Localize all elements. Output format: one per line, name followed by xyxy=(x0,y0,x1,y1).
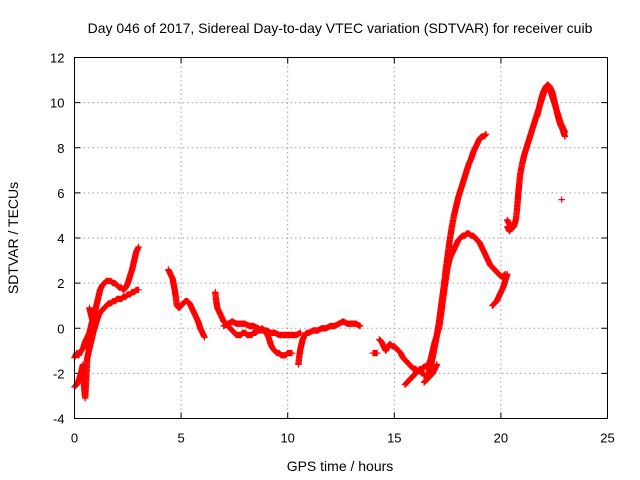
x-axis-label: GPS time / hours xyxy=(287,458,394,474)
y-tick-label: 10 xyxy=(50,96,64,111)
y-tick-label: -2 xyxy=(53,366,65,381)
y-tick-labels: -4 -2 0 2 4 6 8 10 12 xyxy=(50,51,64,427)
plot-frame xyxy=(74,57,608,419)
x-tick-label: 10 xyxy=(280,431,294,446)
x-tick-label: 25 xyxy=(600,431,614,446)
x-tick-label: 5 xyxy=(177,431,184,446)
y-tick-label: 12 xyxy=(50,51,64,66)
x-tick-label: 0 xyxy=(71,431,78,446)
grid-lines xyxy=(74,57,608,419)
y-tick-label: 4 xyxy=(57,231,64,246)
y-tick-label: 6 xyxy=(57,186,64,201)
x-tick-labels: 0 5 10 15 20 25 xyxy=(71,431,615,446)
chart-title: Day 046 of 2017, Sidereal Day-to-day VTE… xyxy=(88,20,593,36)
sdtvar-plus-markers xyxy=(71,81,569,402)
y-tick-label: 8 xyxy=(57,141,64,156)
data-points xyxy=(71,81,569,402)
y-tick-label: 2 xyxy=(57,276,64,291)
y-tick-label: 0 xyxy=(57,321,64,336)
y-axis-label: SDTVAR / TECUs xyxy=(5,182,21,294)
x-tick-label: 20 xyxy=(494,431,508,446)
x-tick-label: 15 xyxy=(387,431,401,446)
y-tick-label: -4 xyxy=(53,412,65,427)
